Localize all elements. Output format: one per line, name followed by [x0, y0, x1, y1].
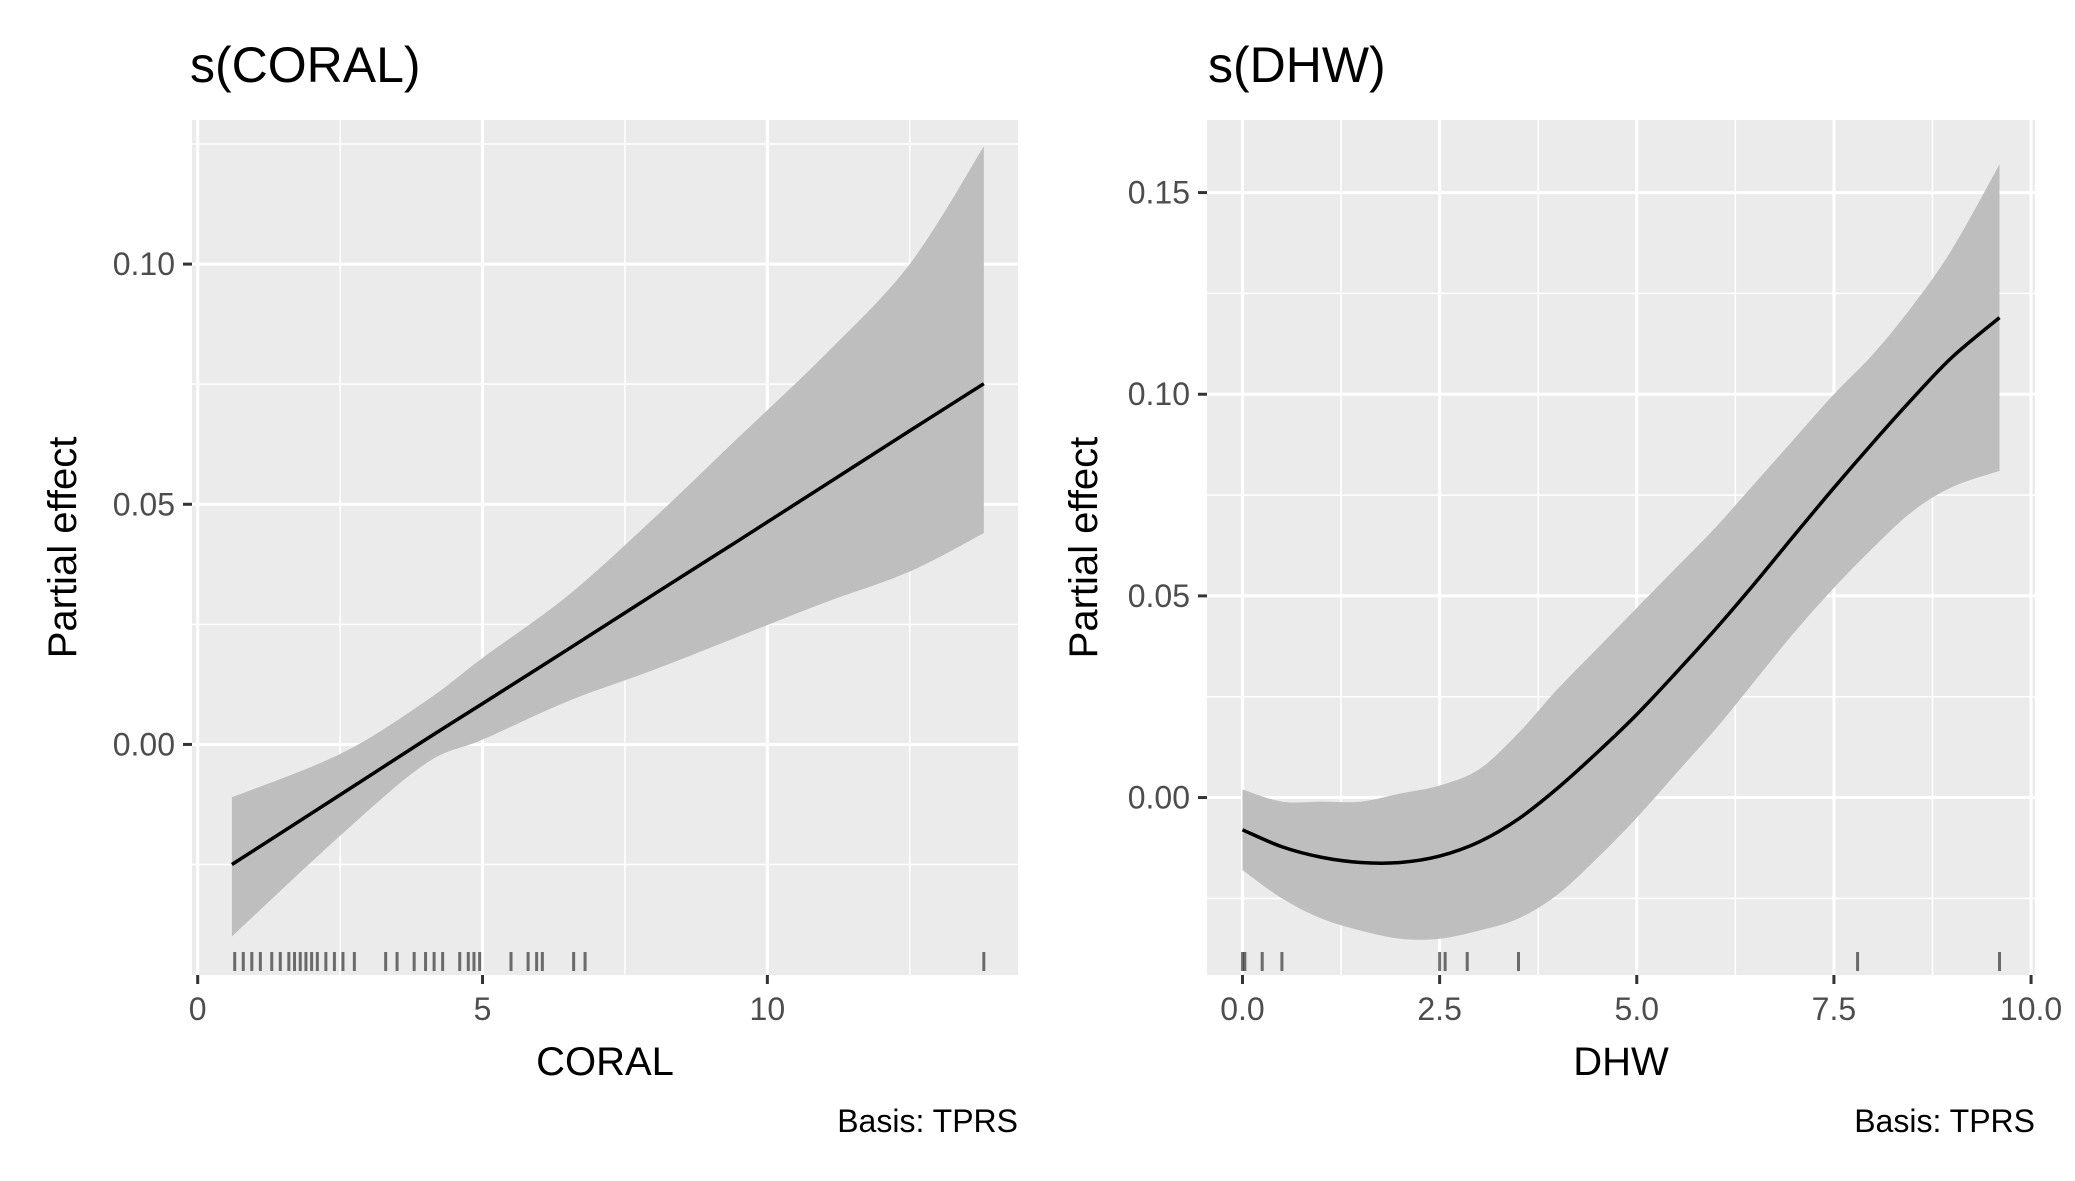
fitted-smooth-line	[230, 382, 985, 866]
x-axis-title: DHW	[1573, 1040, 1669, 1084]
fitted-smooth-line	[1241, 316, 2001, 865]
x-tick-label: 10.0	[2000, 991, 2062, 1027]
x-tick-label: 7.5	[1812, 991, 1856, 1027]
y-tick-label: 0.00	[113, 726, 175, 762]
y-axis-title: Partial effect	[41, 437, 85, 659]
confidence-band	[1242, 164, 2000, 940]
x-tick-label: 10	[750, 991, 786, 1027]
x-axis-title: CORAL	[536, 1040, 674, 1084]
y-tick-label: 0.05	[1128, 578, 1190, 614]
panel-title: s(DHW)	[1208, 37, 1386, 93]
panel-2: 0.0 2.5 5.0 7.5 10.0 0.00 0.05 0.10 0.15 s(DHW) DH…	[1062, 37, 2062, 1139]
y-tick-label: 0.15	[1128, 175, 1190, 211]
basis-caption: Basis: TPRS	[1854, 1103, 2035, 1139]
x-tick-label: 5	[474, 991, 492, 1027]
y-tick-label: 0.10	[113, 246, 175, 282]
y-tick-label: 0.05	[113, 486, 175, 522]
x-tick-label: 2.5	[1417, 991, 1461, 1027]
y-axis-title: Partial effect	[1062, 437, 1106, 659]
panel-title: s(CORAL)	[190, 37, 421, 93]
x-tick-label: 0.0	[1220, 991, 1264, 1027]
y-tick-label: 0.00	[1128, 780, 1190, 816]
y-tick-label: 0.10	[1128, 376, 1190, 412]
x-tick-label: 0	[189, 991, 207, 1027]
basis-caption: Basis: TPRS	[837, 1103, 1018, 1139]
confidence-band	[231, 146, 984, 937]
panel-1: 0 5 10 0.00 0.05 0.10 s(CORAL) CORAL Partial eff…	[41, 37, 1018, 1139]
x-tick-label: 5.0	[1615, 991, 1659, 1027]
